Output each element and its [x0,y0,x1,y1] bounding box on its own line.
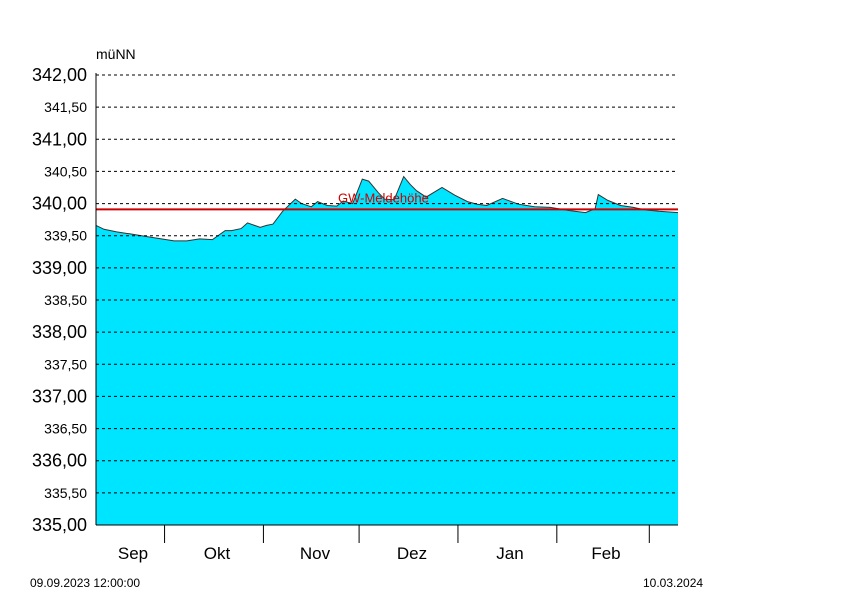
y-tick-label-major: 342,00 [32,65,87,85]
x-range-start: 09.09.2023 12:00:00 [30,576,141,590]
series-area [96,176,678,525]
y-tick-label-major: 336,00 [32,451,87,471]
y-tick-label-minor: 340,50 [44,163,87,179]
x-tick-label-okt: Okt [204,544,231,563]
y-tick-label-major: 338,00 [32,322,87,342]
y-tick-label-minor: 335,50 [44,485,87,501]
x-tick-label-jan: Jan [496,544,523,563]
y-tick-label-major: 341,00 [32,129,87,149]
x-tick-label-feb: Feb [591,544,620,563]
x-tick-label-sep: Sep [118,544,148,563]
y-axis-unit: müNN [96,46,136,62]
x-tick-label-dez: Dez [397,544,427,563]
y-tick-label-minor: 339,50 [44,228,87,244]
y-tick-label-major: 337,00 [32,386,87,406]
y-tick-label-minor: 341,50 [44,99,87,115]
y-tick-label-minor: 337,50 [44,356,87,372]
x-tick-label-nov: Nov [300,544,331,563]
x-range-end: 10.03.2024 [643,576,704,590]
y-tick-label-major: 340,00 [32,194,87,214]
series-line [95,175,679,242]
y-tick-label-minor: 336,50 [44,421,87,437]
y-tick-label-major: 335,00 [32,515,87,535]
y-tick-label-major: 339,00 [32,258,87,278]
y-tick-label-minor: 338,50 [44,292,87,308]
threshold-label: GW-Meldehöhe [338,190,429,205]
